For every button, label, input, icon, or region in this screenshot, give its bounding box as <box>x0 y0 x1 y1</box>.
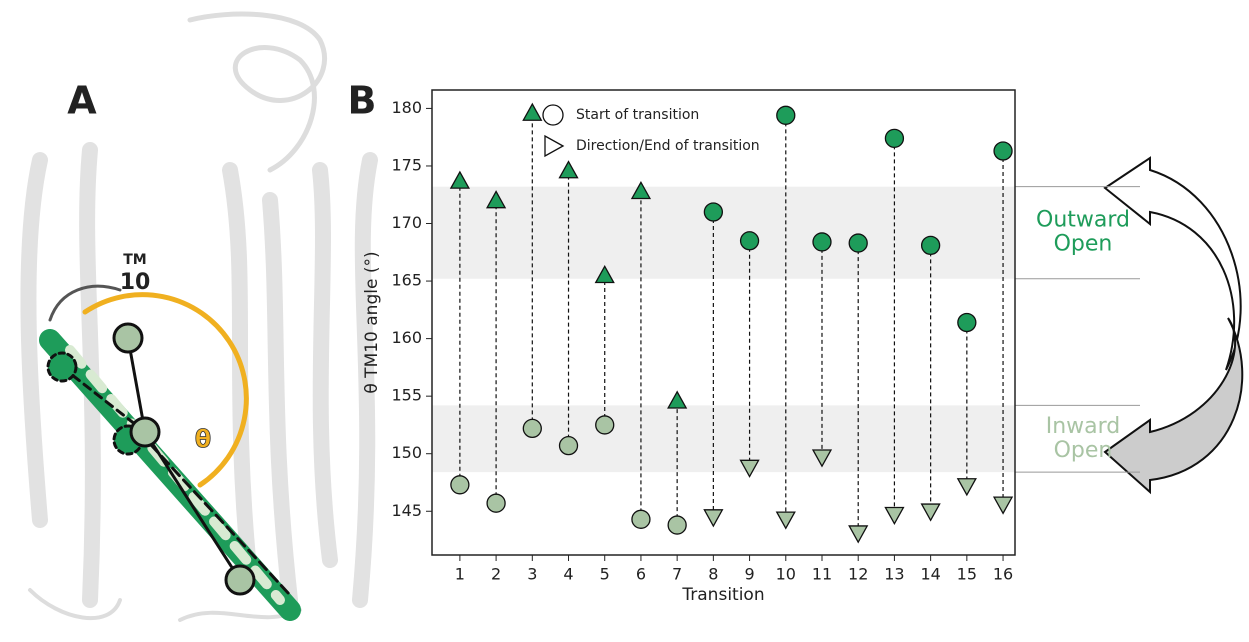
y-tick-label: 155 <box>391 386 422 405</box>
x-tick-label: 1 <box>455 565 465 584</box>
y-tick-label: 145 <box>391 501 422 520</box>
y-axis-label: θ TM10 angle (°) <box>362 251 382 393</box>
helix-point <box>131 418 159 446</box>
end-marker <box>922 504 940 520</box>
loop <box>190 14 325 170</box>
helix-point <box>226 566 254 594</box>
x-tick-label: 3 <box>527 565 537 584</box>
helix-label: TM <box>123 252 146 268</box>
figure: A TM 10 θ B OutwardOpenInwardOpen1451501… <box>0 0 1249 642</box>
arrow-outward <box>1105 158 1241 370</box>
end-marker <box>668 392 686 408</box>
end-marker <box>849 526 867 542</box>
band-label: Inward <box>1046 414 1121 439</box>
start-marker <box>596 416 614 434</box>
x-tick-label: 8 <box>708 565 718 584</box>
start-marker <box>958 314 976 332</box>
helix-point <box>48 353 76 381</box>
band-label: Outward <box>1036 208 1130 233</box>
start-marker <box>668 516 686 534</box>
angle-label: θ <box>195 425 212 453</box>
start-marker <box>994 142 1012 160</box>
loop <box>30 590 300 620</box>
y-tick-label: 160 <box>391 328 422 347</box>
legend-marker <box>545 136 563 156</box>
legend-label: Start of transition <box>576 107 699 123</box>
x-tick-label: 16 <box>993 565 1013 584</box>
start-marker <box>813 233 831 251</box>
y-tick-label: 170 <box>391 213 422 232</box>
start-marker <box>560 437 578 455</box>
x-tick-label: 5 <box>600 565 610 584</box>
x-tick-label: 2 <box>491 565 501 584</box>
start-marker <box>451 476 469 494</box>
figure-canvas: A TM 10 θ B OutwardOpenInwardOpen1451501… <box>0 0 1249 642</box>
y-tick-label: 180 <box>391 98 422 117</box>
start-marker <box>487 494 505 512</box>
legend-label: Direction/End of transition <box>576 138 760 154</box>
end-marker <box>523 104 541 120</box>
band <box>432 187 1015 279</box>
start-marker <box>632 510 650 528</box>
x-tick-label: 9 <box>744 565 754 584</box>
band <box>432 405 1015 472</box>
x-tick-label: 10 <box>776 565 796 584</box>
x-tick-label: 14 <box>920 565 940 584</box>
y-tick-label: 150 <box>391 443 422 462</box>
end-marker <box>885 508 903 524</box>
x-tick-label: 11 <box>812 565 832 584</box>
start-marker <box>885 129 903 147</box>
legend-marker <box>543 105 563 125</box>
end-marker <box>994 497 1012 513</box>
end-marker <box>560 162 578 178</box>
x-tick-label: 13 <box>884 565 904 584</box>
start-marker <box>741 232 759 250</box>
start-marker <box>523 419 541 437</box>
end-marker <box>704 510 722 526</box>
end-marker <box>958 479 976 495</box>
x-tick-label: 6 <box>636 565 646 584</box>
x-tick-label: 15 <box>957 565 977 584</box>
x-tick-label: 12 <box>848 565 868 584</box>
y-tick-label: 165 <box>391 271 422 290</box>
x-tick-label: 4 <box>563 565 573 584</box>
y-tick-label: 175 <box>391 155 422 174</box>
end-marker <box>777 512 795 528</box>
band-label: Open <box>1054 232 1113 257</box>
band-label: Open <box>1054 438 1113 463</box>
start-marker <box>704 203 722 221</box>
helix-point <box>114 324 142 352</box>
plot-frame <box>432 90 1015 555</box>
end-marker <box>451 172 469 188</box>
panel-label: A <box>67 79 97 123</box>
start-marker <box>849 234 867 252</box>
start-marker <box>922 236 940 254</box>
helix-label: 10 <box>120 270 151 295</box>
x-tick-label: 7 <box>672 565 682 584</box>
x-axis-label: Transition <box>681 585 764 605</box>
start-marker <box>777 106 795 124</box>
panel-label: B <box>348 79 377 123</box>
